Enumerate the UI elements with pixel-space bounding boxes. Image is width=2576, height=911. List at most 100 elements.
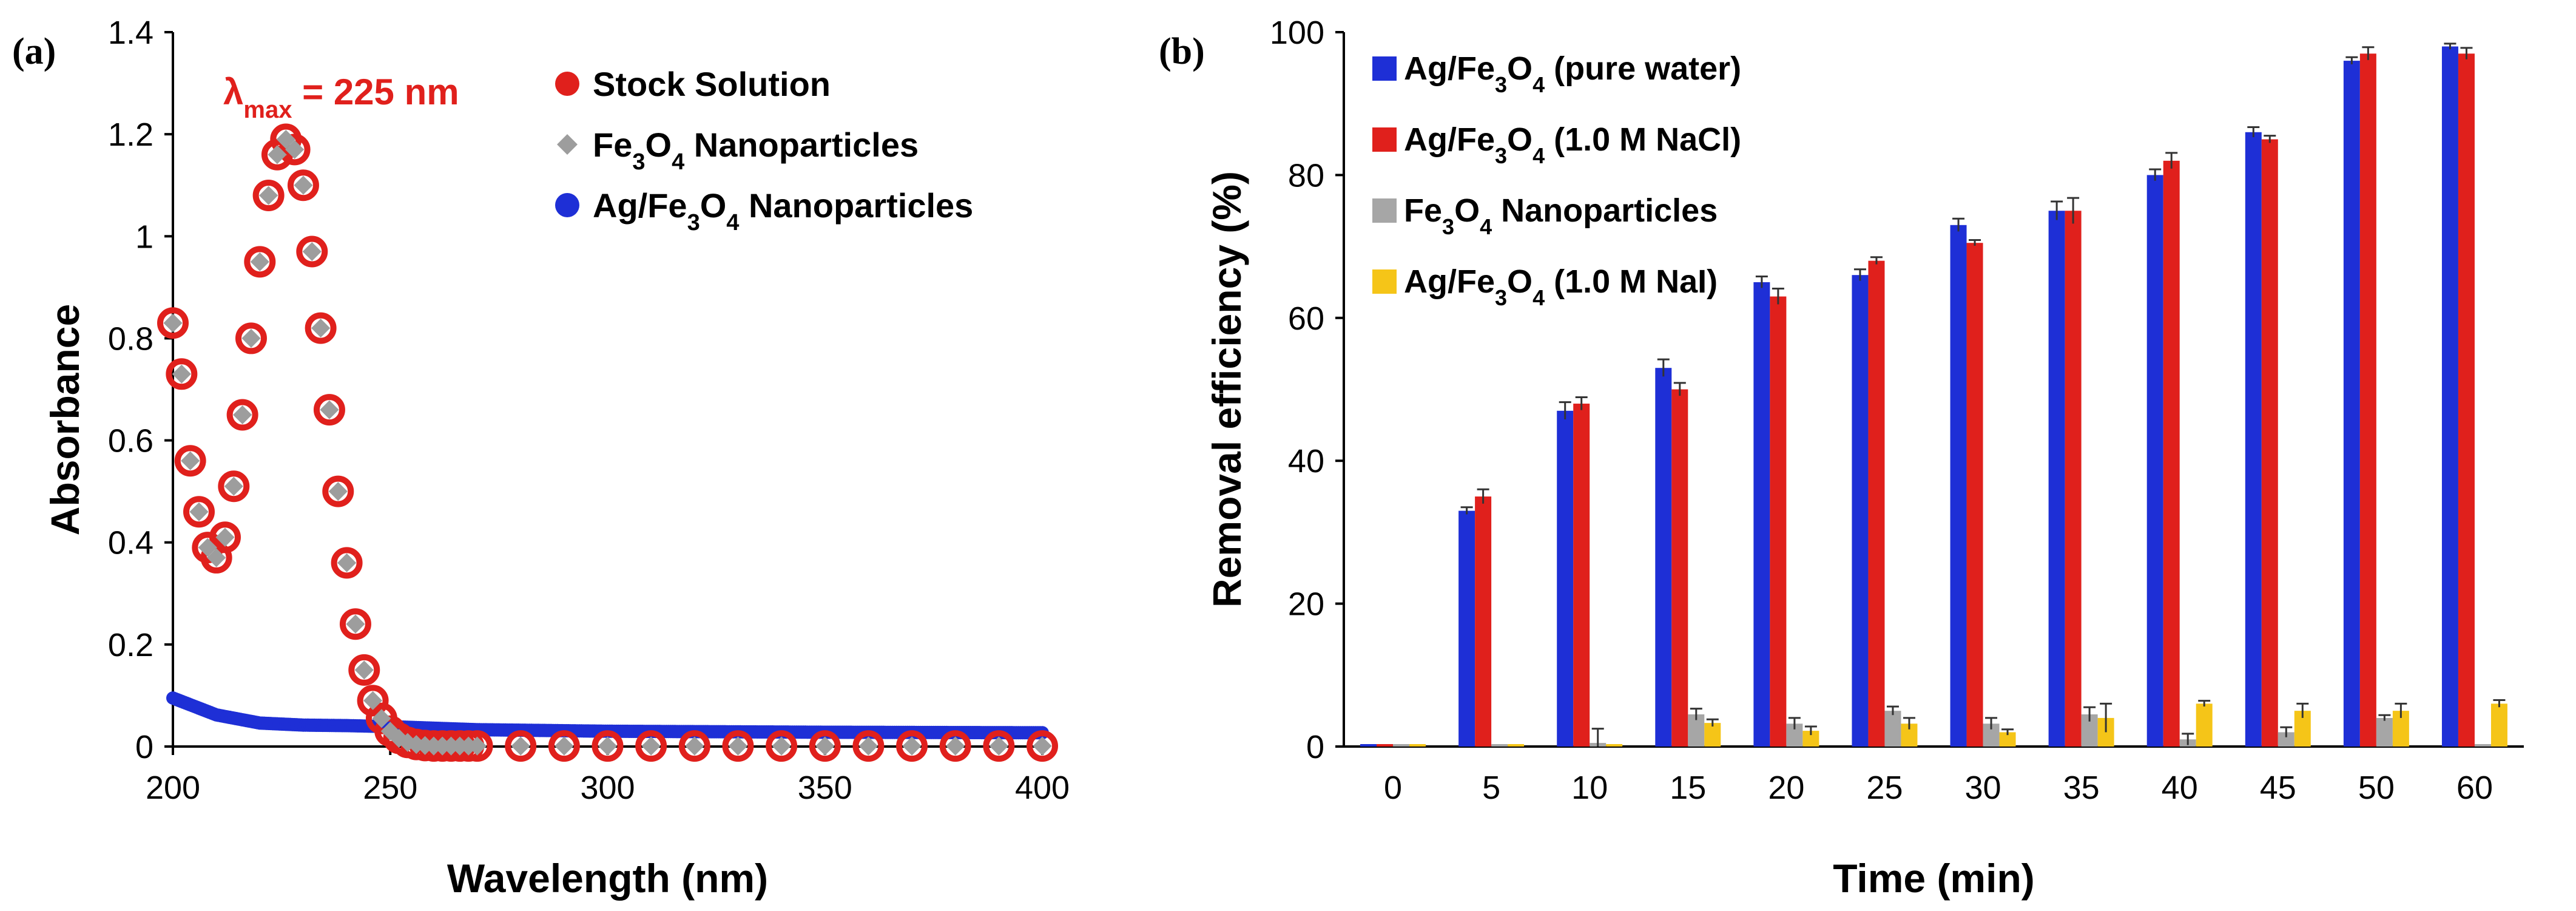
stock-solution-point bbox=[331, 547, 363, 579]
chart-absorbance: (a) 0 0.2 0.4 0.6 0.8 1 1.2 1.4 200 250 300 350 400 Wa… bbox=[12, 15, 1070, 901]
y-tick-label: 1.4 bbox=[108, 15, 153, 51]
stock-solution-point bbox=[348, 654, 380, 686]
fe3o4-point bbox=[1033, 736, 1052, 756]
bar bbox=[2163, 160, 2180, 747]
fe3o4-point bbox=[337, 553, 357, 572]
fe3o4-point bbox=[268, 145, 287, 164]
bar bbox=[1573, 404, 1590, 747]
fe3o4-point bbox=[181, 451, 200, 470]
y-tick-label: 0.2 bbox=[108, 627, 153, 663]
bar bbox=[2048, 211, 2065, 747]
y-tick-label: 40 bbox=[1288, 443, 1324, 479]
fe3o4-point bbox=[989, 736, 1008, 756]
fe3o4-point bbox=[555, 736, 574, 756]
stock-solution-point bbox=[166, 358, 198, 390]
fe3o4-point bbox=[241, 328, 261, 348]
bar bbox=[1458, 510, 1475, 747]
y-tick-label: 0.6 bbox=[108, 423, 153, 459]
y-tick-label: 80 bbox=[1288, 157, 1324, 194]
bar bbox=[2261, 139, 2278, 747]
panel-label-a: (a) bbox=[12, 31, 56, 72]
fe3o4-point bbox=[728, 736, 748, 756]
fe3o4-point bbox=[163, 313, 183, 333]
x-tick-label: 0 bbox=[1384, 770, 1402, 806]
bar bbox=[1950, 225, 1967, 747]
bar bbox=[1655, 368, 1672, 747]
stock-solution-point bbox=[896, 730, 928, 762]
stock-solution-point bbox=[1027, 730, 1058, 762]
fe3o4-point bbox=[772, 736, 791, 756]
stock-solution-point bbox=[261, 138, 293, 171]
legend-label-stock: Stock Solution bbox=[593, 65, 831, 103]
x-tick-label: 35 bbox=[2063, 770, 2100, 806]
bar bbox=[1770, 296, 1787, 747]
stock-solution-point bbox=[226, 399, 258, 431]
stock-solution-point bbox=[809, 730, 841, 762]
legend-label-ag: Ag/Fe3O4 Nanoparticles bbox=[593, 186, 973, 235]
stock-solution-point bbox=[278, 134, 311, 166]
legend-label: Fe3O4 Nanoparticles bbox=[1404, 192, 1718, 239]
x-tick-label: 25 bbox=[1866, 770, 1903, 806]
bar bbox=[1508, 744, 1525, 747]
stock-solution-point bbox=[287, 169, 319, 202]
x-tick-label: 350 bbox=[798, 770, 852, 806]
y-tick-label: 100 bbox=[1270, 15, 1324, 51]
bar bbox=[1360, 744, 1377, 747]
legend-marker bbox=[1372, 56, 1397, 81]
legend-marker bbox=[1372, 198, 1397, 223]
stock-solution-point bbox=[678, 730, 710, 762]
stock-solution-point bbox=[209, 521, 241, 554]
bar bbox=[1491, 744, 1508, 747]
x-tick-label: 400 bbox=[1015, 770, 1070, 806]
fe3o4-point bbox=[320, 400, 339, 419]
fe3o4-point bbox=[346, 614, 365, 634]
stock-solution-point bbox=[635, 730, 667, 762]
bar bbox=[2065, 211, 2082, 747]
x-tick-label: 20 bbox=[1768, 770, 1804, 806]
legend-marker-stock bbox=[555, 72, 579, 96]
legend-marker-fe3o4 bbox=[557, 134, 578, 155]
x-tick-label: 10 bbox=[1571, 770, 1608, 806]
stock-solution-point bbox=[722, 730, 754, 762]
fe3o4-point bbox=[276, 129, 295, 149]
bar bbox=[1393, 744, 1410, 747]
fe3o4-point bbox=[198, 538, 217, 557]
legend-marker bbox=[1372, 127, 1397, 152]
bar bbox=[2474, 744, 2491, 747]
y-tick-label: 1.2 bbox=[108, 117, 153, 153]
x-tick-label: 60 bbox=[2456, 770, 2493, 806]
bar bbox=[2245, 132, 2262, 747]
x-tick-label: 5 bbox=[1482, 770, 1500, 806]
y-tick-label: 60 bbox=[1288, 300, 1324, 337]
bar bbox=[2458, 53, 2475, 747]
stock-solution-point bbox=[322, 475, 354, 507]
fe3o4-point bbox=[641, 736, 661, 756]
x-tick-label: 300 bbox=[580, 770, 635, 806]
fe3o4-point bbox=[354, 660, 374, 680]
bar bbox=[1475, 496, 1492, 747]
fe3o4-point bbox=[902, 736, 922, 756]
bar bbox=[1852, 275, 1869, 747]
bar bbox=[1966, 243, 1983, 747]
fe3o4-point bbox=[259, 186, 278, 205]
y-axis-title: Removal efficiency (%) bbox=[1204, 171, 1249, 608]
stock-solution-point bbox=[548, 730, 580, 762]
stock-solution-point bbox=[157, 307, 189, 339]
stock-solution-point bbox=[505, 730, 537, 762]
bar bbox=[2376, 717, 2393, 747]
x-tick-label: 40 bbox=[2162, 770, 2198, 806]
stock-solution-point bbox=[174, 445, 206, 477]
bar bbox=[1377, 744, 1394, 747]
fe3o4-point bbox=[858, 736, 878, 756]
stock-solution-point bbox=[766, 730, 798, 762]
stock-solution-point bbox=[305, 312, 337, 344]
bar bbox=[1671, 389, 1688, 747]
legend-label-fe3o4: Fe3O4 Nanoparticles bbox=[593, 126, 919, 175]
fe3o4-point bbox=[224, 476, 243, 496]
fe3o4-point bbox=[685, 736, 704, 756]
x-tick-label: 15 bbox=[1670, 770, 1706, 806]
fe3o4-point bbox=[233, 405, 252, 425]
fe3o4-point bbox=[815, 736, 835, 756]
fe3o4-point bbox=[285, 140, 305, 159]
